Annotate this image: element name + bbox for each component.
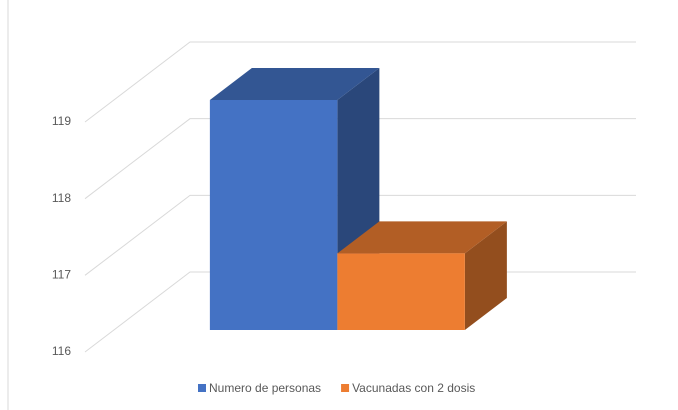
y-tick-label: 117 xyxy=(52,268,71,282)
grid-line xyxy=(84,41,636,123)
bar xyxy=(337,253,465,330)
bar xyxy=(209,100,338,330)
y-tick-label: 116 xyxy=(52,344,71,358)
y-tick-label: 118 xyxy=(52,191,71,205)
grid-line xyxy=(84,118,636,200)
bar-top xyxy=(337,221,507,254)
bar-side xyxy=(464,221,507,330)
grid-line xyxy=(84,194,636,276)
legend-swatch xyxy=(341,384,350,392)
legend-label: Vacunadas con 2 dosis xyxy=(352,381,475,395)
legend-swatch xyxy=(198,384,206,392)
y-tick-label: 119 xyxy=(52,114,71,128)
legend: Numero de personas Vacunadas con 2 dosis xyxy=(198,381,475,395)
bar-top xyxy=(209,68,380,100)
legend-label: Numero de personas xyxy=(209,381,321,395)
